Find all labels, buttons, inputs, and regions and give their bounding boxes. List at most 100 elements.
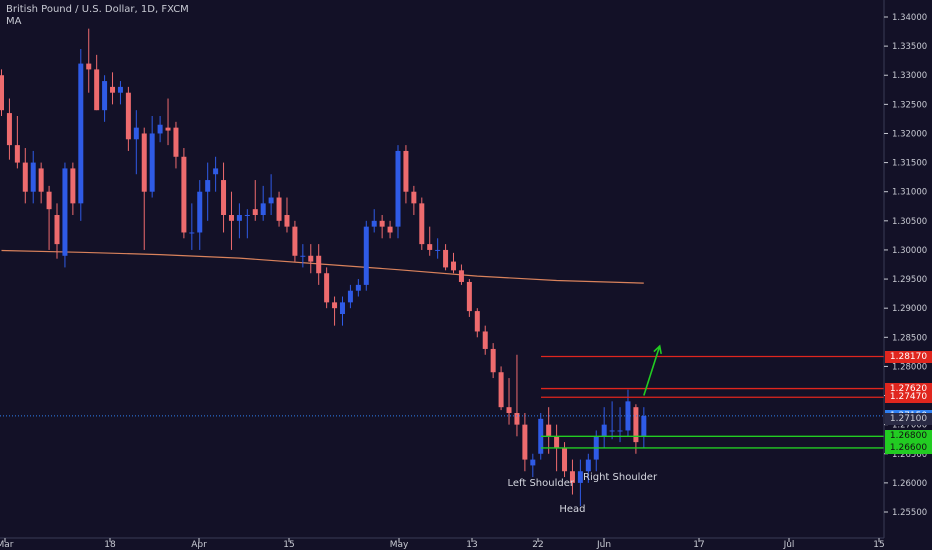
time-tick-label: Mar	[0, 540, 14, 550]
time-tick-label: 13	[466, 540, 477, 550]
candle	[308, 244, 314, 274]
price-tick-label: 1.29500	[892, 275, 927, 285]
support-price-label: 1.26600	[885, 441, 932, 454]
candle	[411, 185, 417, 215]
candle	[466, 279, 472, 317]
price-tick-label: 1.34000	[892, 13, 927, 23]
candle-body	[173, 127, 179, 157]
candle-body	[387, 226, 393, 233]
price-tick-label: 1.31000	[892, 188, 927, 198]
candle-body	[30, 162, 36, 192]
candle	[355, 279, 361, 297]
candle-body	[102, 81, 108, 111]
candle	[6, 98, 12, 160]
candle-body	[46, 191, 52, 210]
time-axis[interactable]: Mar 18 Apr 15 May 13 22 Jun 17 Jul 15	[0, 538, 885, 550]
candle	[427, 226, 433, 256]
candle-body	[189, 232, 195, 234]
candle-body	[514, 413, 520, 425]
candle-body	[538, 418, 544, 454]
candle	[482, 325, 488, 355]
candle-body	[86, 63, 92, 70]
candle-body	[14, 145, 20, 163]
candle-body	[403, 150, 409, 192]
candle-body	[498, 372, 504, 408]
indicator-label[interactable]: MA	[6, 16, 22, 27]
candle-body	[62, 168, 68, 256]
price-tick-label: 1.32000	[892, 129, 927, 139]
candle-body	[54, 215, 60, 245]
candle	[22, 148, 28, 204]
candle-body	[300, 255, 306, 257]
candle-body	[260, 203, 266, 215]
candle	[403, 145, 409, 204]
candle-body	[213, 168, 219, 175]
candle-body	[157, 124, 163, 134]
price-tick-label: 1.26000	[892, 479, 927, 489]
candle	[14, 116, 20, 169]
candle	[395, 145, 401, 239]
time-tick-label: Apr	[191, 540, 207, 550]
candle-body	[141, 133, 147, 192]
candle	[141, 127, 147, 250]
levels-layer	[0, 355, 884, 449]
candle	[86, 28, 92, 93]
time-tick-label: May	[390, 540, 409, 550]
price-tick-label: 1.28000	[892, 362, 927, 372]
candle-body	[197, 191, 203, 233]
candle-body	[133, 127, 139, 140]
candle-body	[276, 197, 282, 221]
candle	[236, 203, 242, 239]
candle	[205, 162, 211, 221]
candle	[363, 220, 369, 291]
candle	[443, 244, 449, 271]
candle-body	[427, 244, 433, 250]
candle-body	[458, 270, 464, 282]
resistance-price-label: 1.27470	[885, 391, 932, 404]
candle-body	[451, 261, 457, 271]
candle-body	[221, 180, 227, 215]
time-tick-label: 15	[873, 540, 884, 550]
candle-body	[228, 215, 234, 221]
candle	[173, 121, 179, 169]
candle-body	[181, 156, 187, 233]
price-tick-label: 1.31500	[892, 159, 927, 169]
time-tick-label: 17	[693, 540, 704, 550]
candle-body	[466, 281, 472, 312]
candle	[149, 116, 155, 198]
price-tick-label: 1.30000	[892, 246, 927, 256]
candle	[165, 98, 171, 146]
price-tick-label: 1.25500	[892, 508, 927, 518]
price-tick-label: 1.26500	[892, 450, 927, 460]
candle-body	[339, 302, 345, 314]
candle-body	[371, 220, 377, 227]
candle	[530, 453, 536, 478]
candle-body	[252, 209, 258, 215]
symbol-title[interactable]: British Pound / U.S. Dollar, 1D, FXCM	[6, 4, 189, 15]
candle-body	[490, 348, 496, 373]
candle	[284, 197, 290, 233]
candle	[387, 220, 393, 239]
candle-body	[530, 459, 536, 466]
candle-body	[308, 255, 314, 262]
candle-body	[22, 162, 28, 192]
candle-body	[316, 255, 322, 274]
candle	[641, 407, 647, 448]
candle-body	[165, 127, 171, 131]
candle	[347, 284, 353, 309]
candle	[181, 148, 187, 239]
candle-body	[70, 168, 76, 204]
resistance-price-label: 1.28170	[885, 350, 932, 363]
candle-body	[554, 436, 560, 448]
candle	[125, 86, 131, 151]
candle-body	[236, 215, 242, 221]
candle	[435, 238, 441, 259]
candle	[585, 453, 591, 483]
candle	[228, 191, 234, 250]
candle-body	[78, 63, 84, 204]
time-tick-label: Jul	[783, 540, 795, 550]
candle-body	[284, 215, 290, 227]
candles-layer	[0, 28, 647, 507]
candle-body	[562, 447, 568, 472]
